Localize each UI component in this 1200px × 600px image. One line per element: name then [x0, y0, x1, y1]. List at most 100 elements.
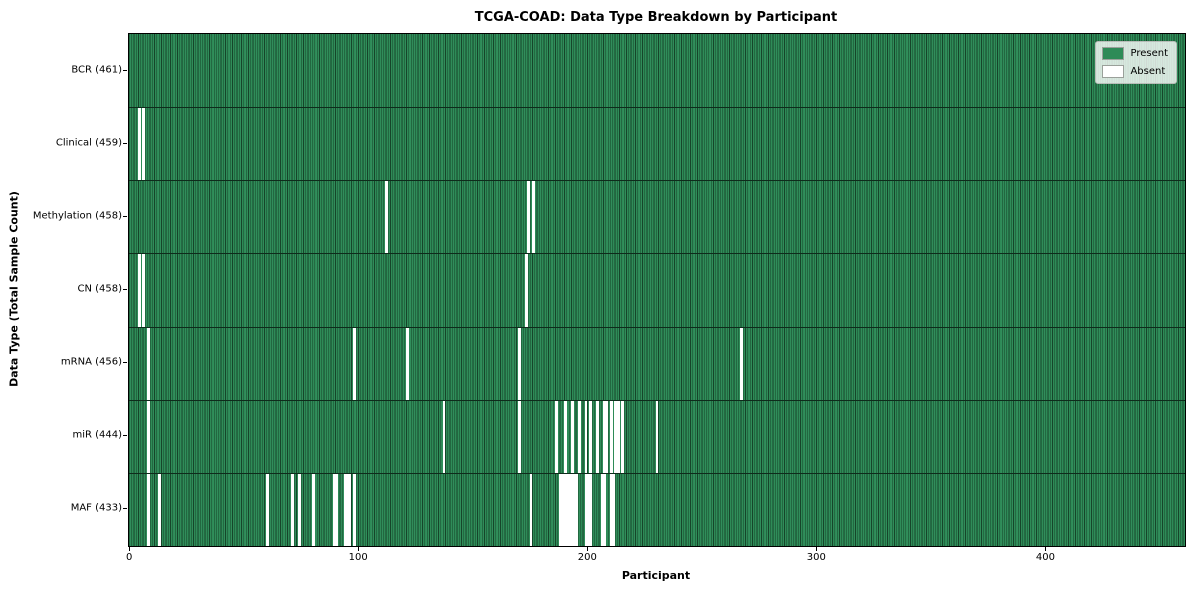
x-tick-mark	[1045, 546, 1047, 551]
x-axis-label: Participant	[621, 569, 691, 582]
absent-mark	[311, 472, 315, 546]
absent-mark	[332, 472, 336, 546]
y-tick-mark	[123, 69, 127, 71]
row-separator	[129, 180, 1185, 182]
x-tick-label: 400	[1035, 552, 1055, 563]
absent-mark	[563, 399, 567, 473]
legend: Present Absent	[1095, 41, 1177, 84]
y-tick-mark	[123, 435, 127, 437]
row-cn	[129, 253, 1185, 327]
absent-mark	[142, 107, 146, 181]
row-maf	[129, 472, 1185, 546]
absent-mark	[529, 472, 533, 546]
absent-mark	[405, 326, 409, 400]
y-tick-label-mir: miR (444)	[72, 429, 122, 441]
absent-mark	[158, 472, 162, 546]
absent-mark	[531, 180, 535, 254]
absent-mark	[518, 326, 521, 400]
absent-mark	[602, 472, 606, 546]
absent-mark	[137, 253, 141, 327]
row-separator	[129, 107, 1185, 109]
absent-mark	[554, 399, 558, 473]
absent-mark	[740, 326, 744, 400]
row-clinical	[129, 107, 1185, 181]
absent-mark	[655, 399, 659, 473]
absent-mark	[586, 472, 590, 546]
y-tick-label-mrna: mRNA (456)	[60, 356, 122, 368]
absent-mark	[266, 472, 270, 546]
absent-mark	[609, 399, 613, 473]
row-bcr	[129, 34, 1185, 108]
row-separator	[129, 472, 1185, 474]
absent-swatch	[1102, 65, 1125, 78]
y-tick-label-clinical: Clinical (459)	[55, 137, 122, 149]
absent-mark	[573, 472, 576, 546]
absent-mark	[291, 472, 295, 546]
absent-mark	[442, 399, 446, 473]
absent-mark	[334, 472, 338, 546]
absent-mark	[577, 399, 581, 473]
y-tick-label-maf: MAF (433)	[70, 502, 122, 514]
row-methylation	[129, 180, 1185, 254]
row-separator	[129, 326, 1185, 328]
x-tick-label: 200	[577, 552, 597, 563]
absent-mark	[600, 472, 604, 546]
absent-mark	[570, 472, 574, 546]
absent-mark	[602, 399, 606, 473]
absent-mark	[147, 326, 150, 400]
x-tick-label: 0	[125, 552, 133, 563]
absent-mark	[566, 472, 570, 546]
absent-mark	[575, 472, 579, 546]
absent-mark	[147, 399, 150, 473]
absent-mark	[605, 399, 609, 473]
chart-title: TCGA-COAD: Data Type Breakdown by Partic…	[474, 10, 838, 25]
absent-mark	[589, 472, 593, 546]
y-tick-label-methylation: Methylation (458)	[32, 210, 122, 222]
absent-mark	[568, 472, 572, 546]
legend-item-absent: Absent	[1102, 65, 1168, 78]
absent-mark	[298, 472, 302, 546]
absent-mark	[612, 472, 615, 546]
row-separator	[129, 399, 1185, 401]
absent-mark	[616, 399, 620, 473]
absent-mark	[137, 107, 141, 181]
y-tick-mark	[123, 142, 127, 144]
legend-item-present: Present	[1102, 47, 1168, 60]
absent-mark	[346, 472, 350, 546]
row-separator	[129, 253, 1185, 255]
row-mrna	[129, 326, 1185, 400]
x-tick-mark	[816, 546, 818, 551]
legend-label-present: Present	[1130, 48, 1168, 59]
absent-mark	[385, 180, 389, 254]
absent-mark	[524, 253, 528, 327]
present-swatch	[1102, 47, 1125, 60]
absent-mark	[609, 472, 613, 546]
y-tick-mark	[123, 508, 127, 510]
absent-mark	[348, 472, 352, 546]
absent-mark	[561, 472, 565, 546]
absent-mark	[584, 472, 588, 546]
y-tick-label-bcr: BCR (461)	[71, 64, 122, 76]
absent-mark	[563, 472, 567, 546]
absent-mark	[559, 472, 563, 546]
plot-area: Present Absent	[128, 33, 1186, 547]
legend-label-absent: Absent	[1130, 66, 1166, 77]
x-tick-label: 300	[806, 552, 826, 563]
absent-mark	[353, 326, 357, 400]
absent-mark	[147, 472, 150, 546]
absent-mark	[595, 399, 599, 473]
absent-mark	[353, 472, 357, 546]
x-tick-label: 100	[348, 552, 368, 563]
x-tick-mark	[129, 546, 131, 551]
absent-mark	[589, 399, 593, 473]
row-mir	[129, 399, 1185, 473]
absent-mark	[584, 399, 588, 473]
absent-mark	[614, 399, 618, 473]
x-tick-mark	[358, 546, 360, 551]
y-tick-label-cn: CN (458)	[77, 283, 122, 295]
x-tick-mark	[587, 546, 589, 551]
absent-mark	[527, 180, 531, 254]
absent-mark	[518, 399, 521, 473]
y-tick-mark	[123, 215, 127, 217]
